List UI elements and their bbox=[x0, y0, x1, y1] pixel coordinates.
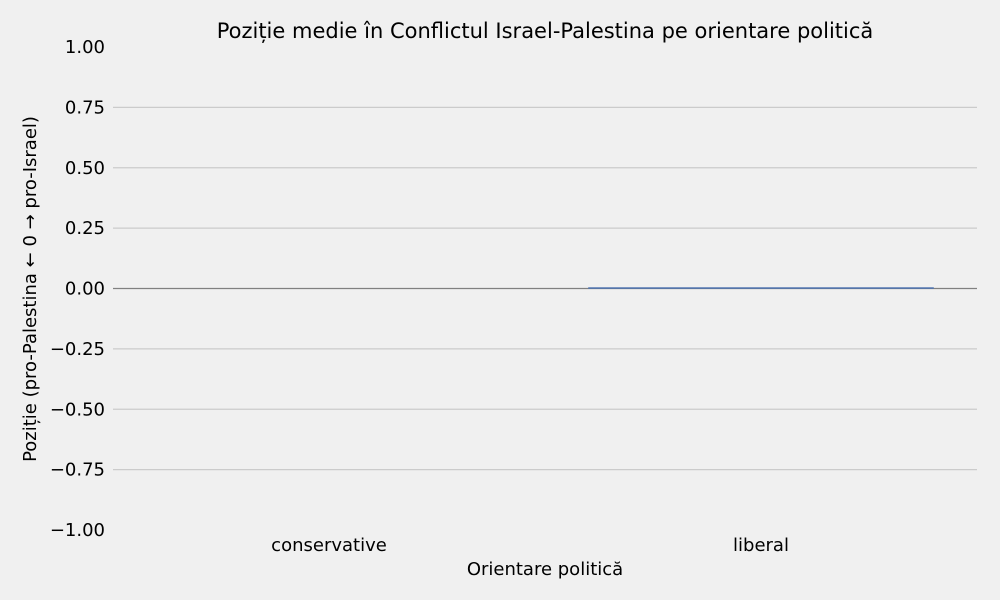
y-tick-label: −1.00 bbox=[50, 520, 105, 541]
y-axis-label: Poziție (pro-Palestina ← 0 → pro-Israel) bbox=[20, 116, 41, 462]
y-tick-label: 0.25 bbox=[65, 218, 105, 239]
chart-title: Poziție medie în Conflictul Israel-Pales… bbox=[217, 19, 874, 43]
x-tick-labels: conservative liberal bbox=[271, 535, 789, 556]
bars bbox=[588, 287, 934, 289]
y-tick-label: −0.25 bbox=[50, 339, 105, 360]
y-tick-labels: 1.00 0.75 0.50 0.25 0.00 −0.25 −0.50 −0.75 −1.00 bbox=[50, 37, 105, 541]
x-axis-label: Orientare politică bbox=[467, 559, 623, 580]
bar bbox=[588, 287, 934, 289]
grid-lines bbox=[113, 106, 977, 471]
x-tick-label: conservative bbox=[271, 535, 387, 556]
y-tick-label: −0.50 bbox=[50, 399, 105, 420]
y-tick-label: 0.75 bbox=[65, 97, 105, 118]
y-tick-label: 1.00 bbox=[65, 37, 105, 58]
y-tick-label: 0.50 bbox=[65, 158, 105, 179]
y-tick-label: −0.75 bbox=[50, 460, 105, 481]
y-tick-label: 0.00 bbox=[65, 279, 105, 300]
x-tick-label: liberal bbox=[733, 535, 789, 556]
